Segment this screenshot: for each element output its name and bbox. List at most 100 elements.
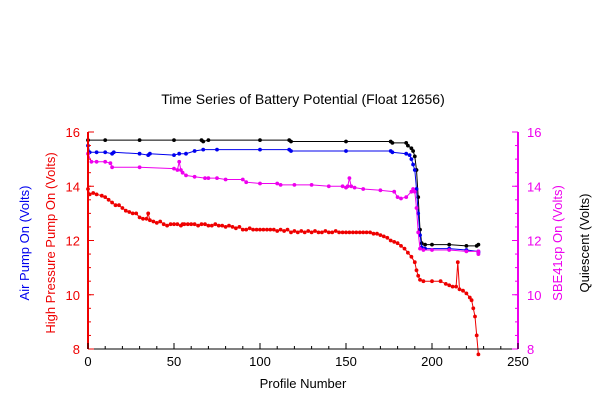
series-line-sbe41cp	[87, 153, 479, 255]
y-tick-label-left: 12	[66, 234, 80, 249]
data-point-quiescent	[464, 244, 469, 248]
data-point-sbe41cp	[447, 248, 452, 252]
y-tick-label-left: 14	[66, 179, 80, 194]
data-point-quiescent	[390, 141, 395, 145]
data-point-hp_pump	[244, 227, 249, 232]
data-point-hp_pump	[326, 230, 331, 235]
data-point-hp_pump	[409, 254, 414, 259]
data-point-hp_pump	[172, 222, 176, 227]
data-point-hp_pump	[234, 226, 238, 231]
series-hp_pump	[86, 187, 481, 357]
data-point-sbe41cp	[409, 189, 414, 194]
data-point-quiescent	[206, 138, 211, 143]
data-point-sbe41cp	[206, 176, 211, 181]
data-point-hp_pump	[330, 230, 335, 235]
data-point-sbe41cp	[137, 165, 142, 170]
data-point-hp_pump	[158, 219, 163, 224]
data-point-hp_pump	[134, 211, 139, 216]
data-point-sbe41cp	[292, 183, 297, 187]
data-point-hp_pump	[464, 291, 469, 296]
data-point-hp_pump	[354, 230, 359, 235]
data-point-quiescent	[137, 138, 142, 143]
data-point-air_pump	[409, 157, 414, 162]
data-point-sbe41cp	[184, 173, 188, 178]
data-point-sbe41cp	[94, 159, 99, 164]
data-point-hp_pump	[113, 203, 118, 208]
data-point-hp_pump	[165, 223, 170, 228]
data-point-hp_pump	[175, 222, 180, 227]
data-point-sbe41cp	[110, 165, 114, 170]
y-tick-label-left: 16	[66, 125, 80, 140]
data-point-hp_pump	[151, 219, 156, 224]
x-tick-label: 50	[167, 354, 181, 369]
data-point-quiescent	[411, 149, 415, 153]
data-point-sbe41cp	[476, 252, 481, 256]
data-point-hp_pump	[333, 229, 338, 233]
data-point-hp_pump	[189, 222, 194, 227]
data-point-hp_pump	[443, 282, 448, 286]
y-axis-label-air-pump: Air Pump On (Volts)	[17, 186, 32, 301]
data-point-hp_pump	[117, 203, 121, 208]
data-point-hp_pump	[320, 230, 324, 235]
data-point-air_pump	[177, 151, 182, 156]
data-point-sbe41cp	[240, 177, 245, 182]
data-point-hp_pump	[299, 229, 304, 233]
data-point-sbe41cp	[418, 246, 422, 251]
data-point-hp_pump	[418, 277, 422, 282]
y-axis-label-high-pressure-pump: High Pressure Pump On (Volts)	[43, 152, 58, 333]
data-point-sbe41cp	[352, 185, 357, 190]
data-point-sbe41cp	[258, 181, 262, 186]
data-point-hp_pump	[289, 230, 293, 235]
data-point-hp_pump	[161, 222, 166, 227]
data-point-air_pump	[184, 151, 188, 156]
data-point-sbe41cp	[345, 184, 350, 189]
data-point-hp_pump	[385, 235, 390, 240]
data-point-air_pump	[289, 149, 293, 153]
data-point-hp_pump	[474, 333, 479, 338]
data-point-hp_pump	[209, 223, 214, 228]
data-point-hp_pump	[275, 229, 280, 233]
data-point-hp_pump	[316, 230, 321, 235]
data-point-air_pump	[192, 149, 197, 153]
data-point-air_pump	[94, 150, 99, 155]
data-point-hp_pump	[313, 229, 317, 233]
data-point-hp_pump	[406, 250, 410, 255]
data-point-air_pump	[411, 162, 415, 167]
data-point-hp_pump	[130, 211, 135, 216]
data-point-air_pump	[215, 147, 219, 152]
data-point-sbe41cp	[476, 249, 481, 254]
data-point-air_pump	[137, 151, 142, 156]
y-tick-label-right: 12	[527, 234, 541, 249]
data-point-sbe41cp	[203, 176, 207, 181]
data-point-hp_pump	[378, 233, 383, 238]
data-point-sbe41cp	[223, 177, 228, 182]
data-point-air_pump	[172, 153, 176, 158]
data-point-hp_pump	[469, 298, 474, 303]
data-point-hp_pump	[455, 260, 460, 265]
data-point-sbe41cp	[175, 168, 180, 172]
data-point-air_pump	[404, 151, 409, 156]
data-point-hp_pump	[471, 306, 476, 311]
data-point-hp_pump	[120, 206, 125, 210]
data-point-hp_pump	[230, 225, 235, 229]
data-point-hp_pump	[268, 227, 273, 232]
data-point-hp_pump	[227, 223, 231, 228]
data-point-sbe41cp	[412, 189, 417, 194]
data-point-hp_pump	[220, 223, 225, 228]
data-point-hp_pump	[344, 230, 348, 235]
data-point-hp_pump	[388, 238, 393, 243]
data-point-hp_pump	[251, 227, 256, 232]
x-tick-label: 0	[84, 354, 91, 369]
data-point-hp_pump	[196, 223, 201, 228]
data-point-air_pump	[414, 187, 419, 191]
data-point-hp_pump	[146, 211, 151, 216]
data-point-quiescent	[172, 138, 176, 143]
data-point-hp_pump	[110, 200, 114, 205]
data-point-sbe41cp	[275, 181, 280, 186]
data-point-sbe41cp	[404, 195, 409, 200]
data-point-sbe41cp	[414, 206, 419, 210]
data-point-quiescent	[412, 154, 417, 159]
data-point-hp_pump	[450, 284, 455, 289]
data-point-sbe41cp	[192, 174, 197, 179]
y-tick-label-left: 10	[66, 288, 80, 303]
